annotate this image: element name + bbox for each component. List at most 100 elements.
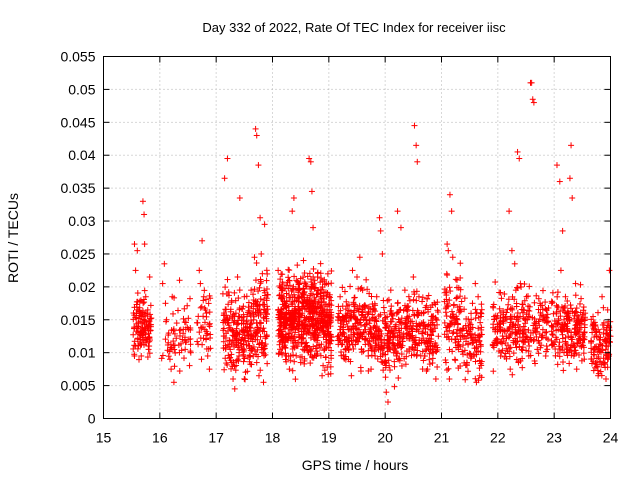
data-point — [328, 337, 335, 344]
data-point — [240, 313, 247, 320]
data-point — [317, 324, 324, 331]
data-point — [410, 296, 417, 303]
data-point — [173, 335, 180, 342]
data-point — [247, 353, 254, 360]
data-point — [186, 362, 193, 369]
data-point — [278, 271, 285, 278]
data-point — [139, 313, 146, 320]
data-point — [161, 260, 168, 267]
data-point — [134, 290, 141, 297]
data-point — [472, 375, 479, 382]
data-point — [181, 319, 188, 326]
data-point — [406, 297, 413, 304]
data-point — [310, 331, 317, 338]
data-point — [337, 293, 344, 300]
data-point — [159, 280, 166, 287]
data-point — [162, 300, 169, 307]
data-point — [168, 366, 175, 373]
y-tick-label: 0.035 — [60, 180, 95, 196]
data-point — [240, 345, 247, 352]
data-point — [469, 300, 476, 307]
data-point — [257, 295, 264, 302]
data-point — [383, 389, 390, 396]
data-point — [231, 289, 238, 296]
data-point — [345, 317, 352, 324]
data-point — [572, 309, 579, 316]
data-point — [348, 372, 355, 379]
data-point — [233, 357, 240, 364]
data-point — [577, 281, 584, 288]
y-axis: 0 0.005 0.01 0.015 0.02 0.025 0.03 0.035 0.04 0.0… — [60, 49, 611, 427]
data-point — [262, 307, 269, 314]
data-point — [366, 290, 373, 297]
data-point — [319, 278, 326, 285]
data-point — [477, 319, 484, 326]
data-point — [359, 311, 366, 318]
data-point — [394, 208, 401, 215]
data-point — [328, 280, 335, 287]
data-point — [187, 341, 194, 348]
data-point — [236, 306, 243, 313]
data-point — [224, 341, 231, 348]
y-tick-label: 0.025 — [60, 246, 95, 262]
data-point — [299, 322, 306, 329]
data-point — [328, 267, 335, 274]
data-point — [366, 320, 373, 327]
data-point — [366, 317, 373, 324]
data-point — [381, 309, 388, 316]
data-point — [302, 282, 309, 289]
data-point — [234, 273, 241, 280]
data-point — [400, 307, 407, 314]
data-point — [410, 273, 417, 280]
data-point — [282, 285, 289, 292]
data-point — [339, 341, 346, 348]
data-point — [435, 333, 442, 340]
data-point — [413, 297, 420, 304]
data-point — [357, 330, 364, 337]
data-point — [261, 352, 268, 359]
data-point — [319, 284, 326, 291]
data-point — [405, 293, 412, 300]
data-point — [319, 317, 326, 324]
data-point — [367, 329, 374, 336]
data-point — [452, 276, 459, 283]
data-point — [195, 313, 202, 320]
data-point — [322, 354, 329, 361]
data-point — [347, 314, 354, 321]
data-point — [177, 332, 184, 339]
data-point — [250, 305, 257, 312]
data-point — [324, 364, 331, 371]
data-point — [310, 322, 317, 329]
data-point — [203, 313, 210, 320]
data-point — [144, 306, 151, 313]
data-point — [339, 326, 346, 333]
data-point — [224, 276, 231, 283]
data-point — [240, 320, 247, 327]
data-point — [578, 295, 585, 302]
data-point — [452, 357, 459, 364]
data-point — [136, 356, 143, 363]
data-point — [501, 290, 508, 297]
data-point — [252, 277, 259, 284]
data-point — [300, 285, 307, 292]
data-point — [569, 195, 576, 202]
data-point — [368, 352, 375, 359]
data-point — [432, 376, 439, 383]
data-point — [577, 300, 584, 307]
data-point — [289, 286, 296, 293]
data-point — [289, 367, 296, 374]
data-point — [226, 337, 233, 344]
data-point — [554, 304, 561, 311]
data-point — [240, 358, 247, 365]
data-point — [165, 330, 172, 337]
data-point — [221, 175, 228, 182]
data-point — [198, 303, 205, 310]
data-point — [295, 314, 302, 321]
data-point — [200, 297, 207, 304]
chart-title: Day 332 of 2022, Rate Of TEC Index for r… — [202, 20, 506, 35]
data-point — [446, 297, 453, 304]
data-point — [573, 366, 580, 373]
data-point — [429, 355, 436, 362]
data-point — [413, 142, 420, 149]
data-point — [220, 310, 227, 317]
